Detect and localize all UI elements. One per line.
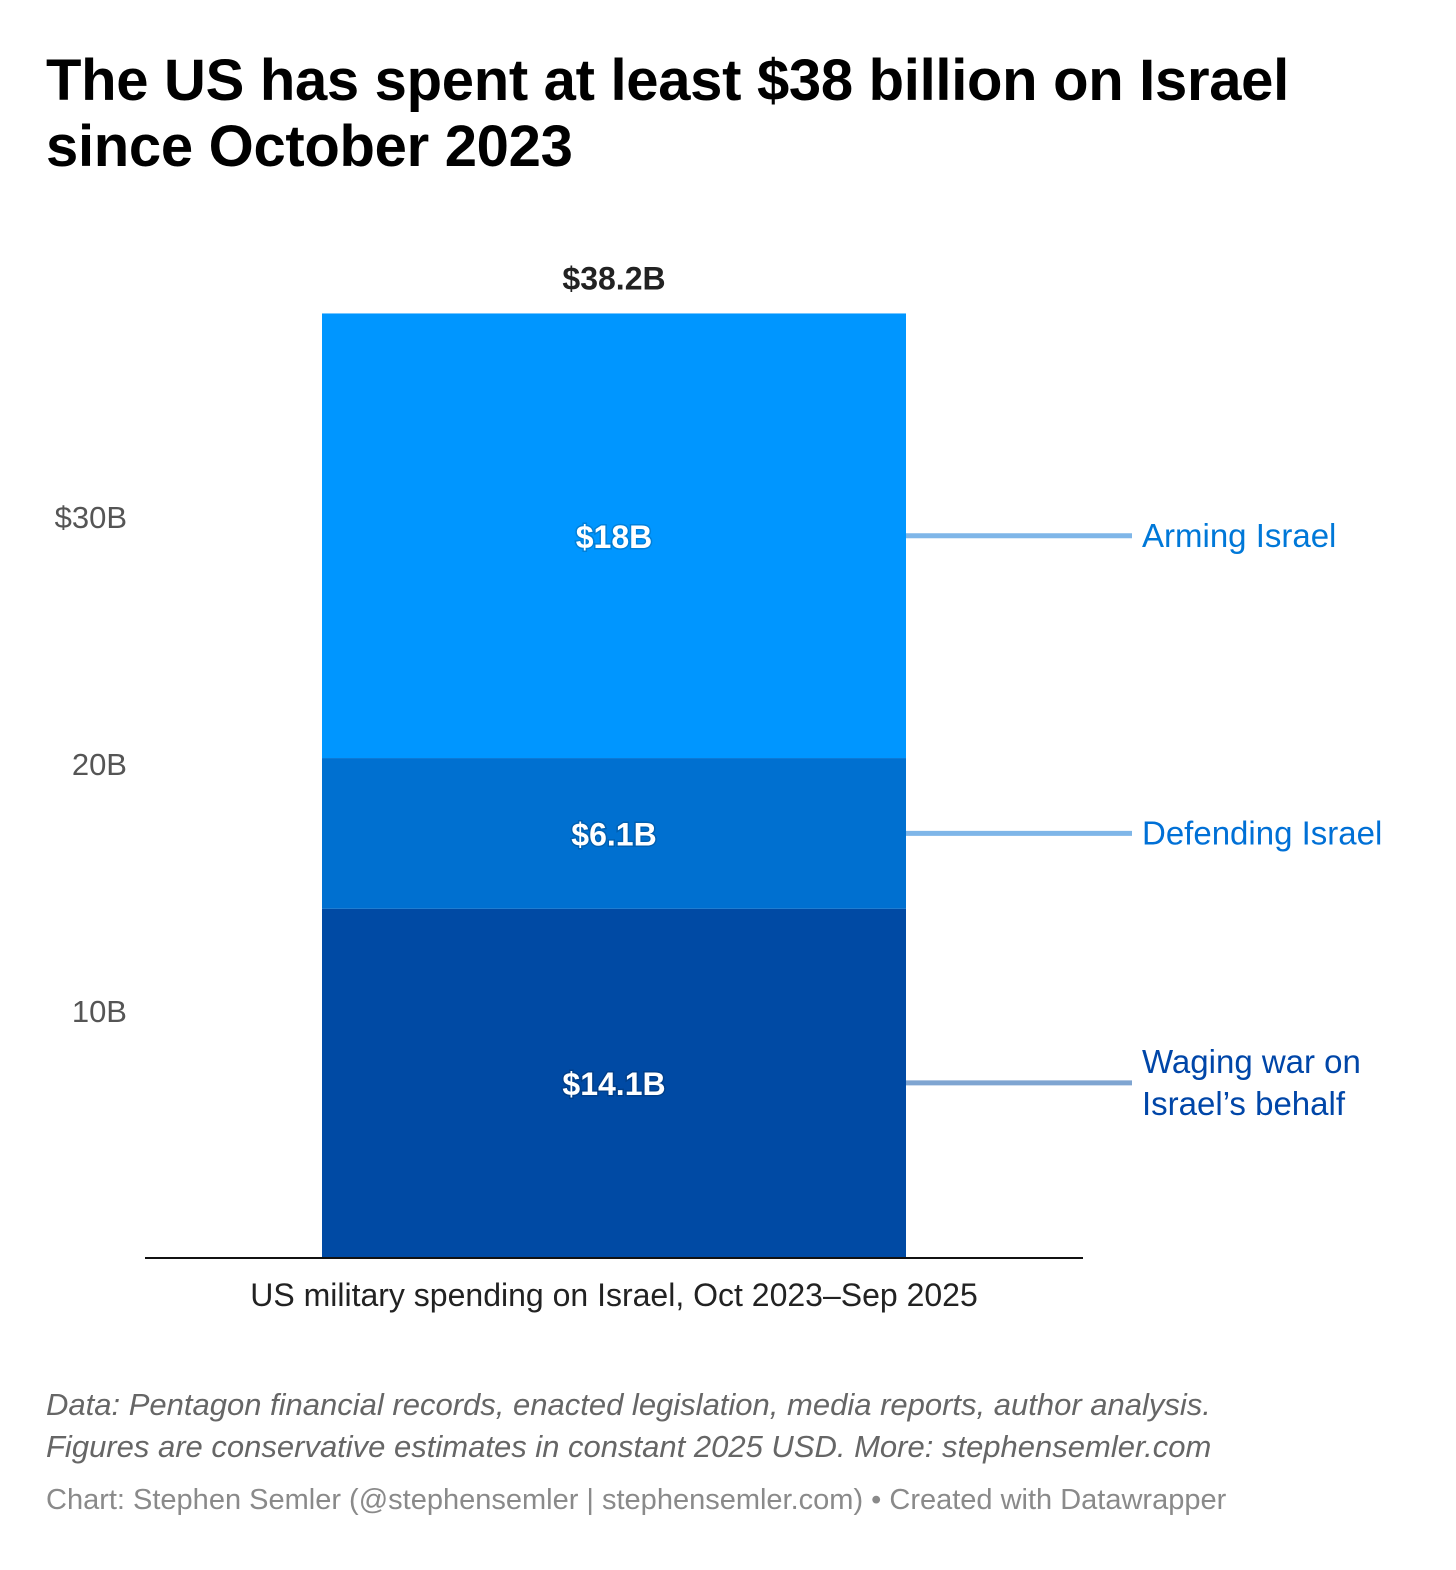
stacked-bar-chart: 10B 20B $30B $14.1B Waging war on Israel’s be… <box>55 260 1383 1313</box>
data-label: $14.1B <box>562 1066 665 1102</box>
y-tick-label: 20B <box>72 747 127 782</box>
series-label: Defending Israel <box>1142 814 1382 851</box>
series-label: Waging war on <box>1142 1043 1361 1080</box>
series-label: Arming Israel <box>1142 517 1336 554</box>
byline: Chart: Stephen Semler (@stephensemler | … <box>46 1484 1227 1516</box>
series-label: Israel’s behalf <box>1142 1085 1346 1122</box>
bar-segment <box>322 908 906 1257</box>
bar-segment <box>322 758 906 909</box>
x-category-label: US military spending on Israel, Oct 2023… <box>250 1277 978 1313</box>
data-label: $18B <box>576 519 653 555</box>
bar-segment <box>322 313 906 759</box>
y-tick-label: 10B <box>72 994 127 1029</box>
total-label: $38.2B <box>562 260 665 296</box>
source-notes: Data: Pentagon financial records, enacte… <box>46 1384 1211 1468</box>
data-label: $6.1B <box>571 816 656 852</box>
chart-title: The US has spent at least $38 billion on… <box>46 48 1289 179</box>
source-note-line: Data: Pentagon financial records, enacte… <box>46 1387 1211 1422</box>
y-tick-label: $30B <box>55 500 127 535</box>
source-note-line: Figures are conservative estimates in co… <box>46 1429 1212 1464</box>
